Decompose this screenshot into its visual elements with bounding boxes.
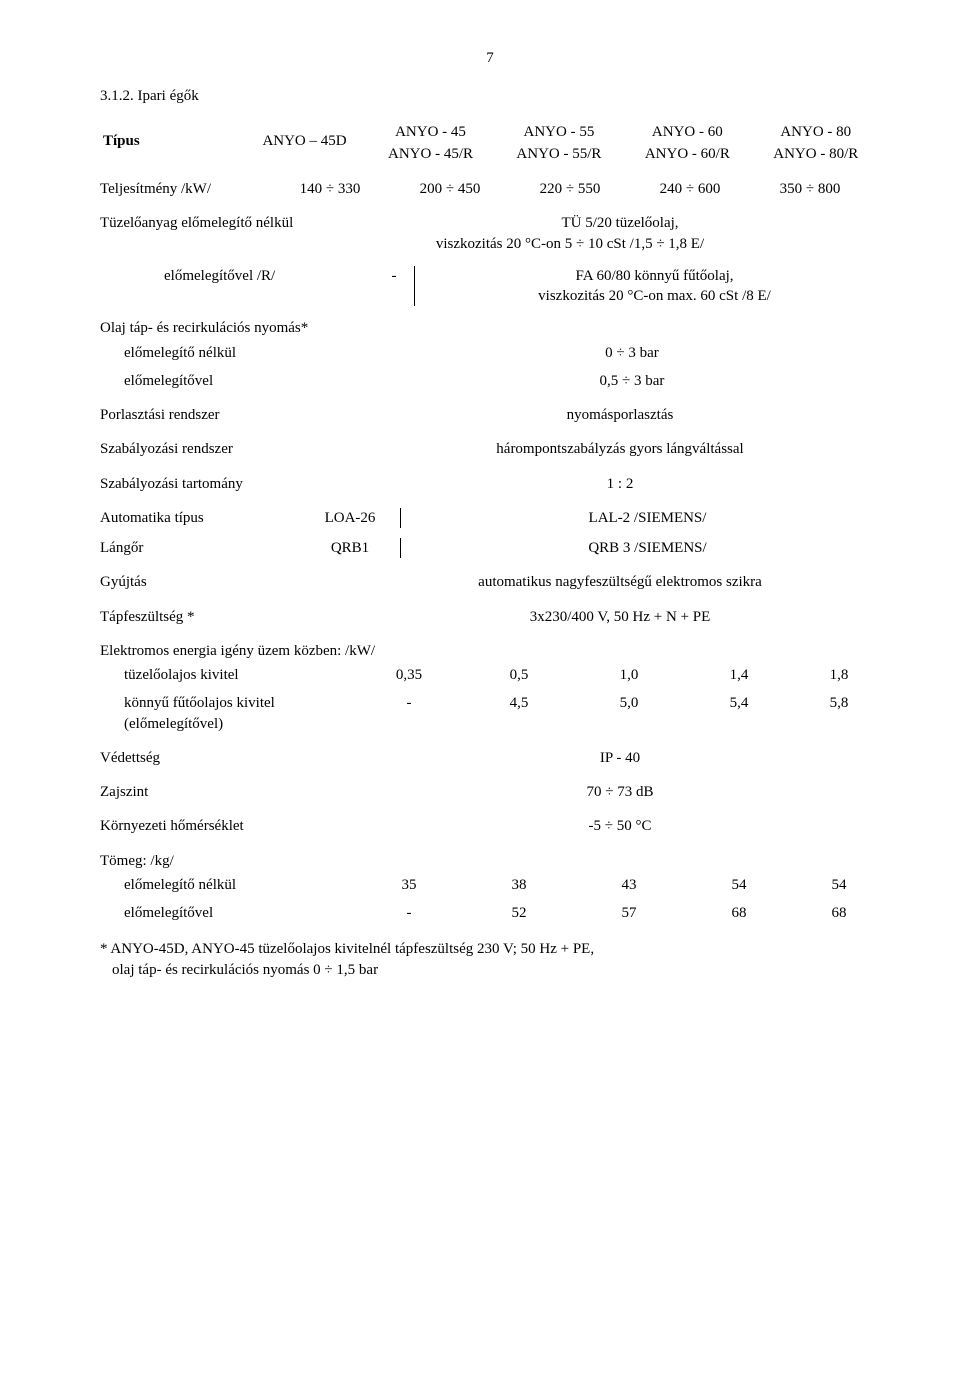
col-anyo-80r: ANYO - 80/R: [752, 143, 880, 165]
oil-pressure-header: Olaj táp- és recirkulációs nyomás*: [100, 318, 880, 338]
mass-with-preheat-v5: 68: [794, 903, 884, 923]
page-number: 7: [100, 48, 880, 68]
mass-header: Tömeg: /kg/: [100, 851, 880, 871]
mass-with-preheat-v1: -: [354, 903, 464, 923]
energy-heating-v4: 5,4: [684, 693, 794, 734]
col-anyo-45: ANYO - 45: [366, 121, 494, 143]
energy-heating-v3: 5,0: [574, 693, 684, 734]
flame-label: Lángőr: [100, 538, 300, 558]
energy-fuel-v2: 0,5: [464, 665, 574, 685]
power-v2: 200 ÷ 450: [390, 179, 510, 199]
header-table: Típus ANYO – 45D ANYO - 45 ANYO - 55 ANY…: [100, 121, 880, 166]
power-v3: 220 ÷ 550: [510, 179, 630, 199]
energy-fuel-v3: 1,0: [574, 665, 684, 685]
power-v4: 240 ÷ 600: [630, 179, 750, 199]
noise-label: Zajszint: [100, 782, 360, 802]
oil-no-preheat-val: 0 ÷ 3 bar: [384, 343, 880, 363]
col-anyo-60: ANYO - 60: [623, 121, 751, 143]
ambient-val: -5 ÷ 50 °C: [360, 816, 880, 836]
control-system-label: Szabályozási rendszer: [100, 439, 360, 459]
supply-label: Tápfeszültség *: [100, 607, 360, 627]
energy-heating-v2: 4,5: [464, 693, 574, 734]
control-range-label: Szabályozási tartomány: [100, 474, 360, 494]
supply-val: 3x230/400 V, 50 Hz + N + PE: [360, 607, 880, 627]
atomization-val: nyomásporlasztás: [360, 405, 880, 425]
col-anyo-60r: ANYO - 60/R: [623, 143, 751, 165]
fuel-no-preheat-l2: viszkozitás 20 °C-on 5 ÷ 10 cSt /1,5 ÷ 1…: [100, 234, 880, 254]
automatics-label: Automatika típus: [100, 508, 300, 528]
col-anyo-55r: ANYO - 55/R: [495, 143, 623, 165]
col-anyo-80: ANYO - 80: [752, 121, 880, 143]
power-v5: 350 ÷ 800: [750, 179, 870, 199]
mass-with-preheat-label: előmelegítővel: [100, 903, 354, 923]
mass-with-preheat-v3: 57: [574, 903, 684, 923]
energy-header: Elektromos energia igény üzem közben: /k…: [100, 641, 880, 661]
oil-no-preheat-label: előmelegítő nélkül: [100, 343, 384, 363]
section-heading: 3.1.2. Ipari égők: [100, 86, 880, 106]
energy-heating-label: könnyű fűtőolajos kivitel: [124, 695, 275, 711]
mass-no-preheat-v2: 38: [464, 875, 574, 895]
power-label: Teljesítmény /kW/: [100, 179, 270, 199]
energy-heating-v5: 5,8: [794, 693, 884, 734]
control-range-val: 1 : 2: [360, 474, 880, 494]
control-system-val: hárompontszabályzás gyors lángváltással: [360, 439, 880, 459]
ignition-val: automatikus nagyfeszültségű elektromos s…: [360, 572, 880, 592]
protection-label: Védettség: [100, 748, 360, 768]
automatics-v2: LAL-2 /SIEMENS/: [400, 508, 880, 528]
fuel-no-preheat-l1: TÜ 5/20 tüzelőolaj,: [360, 213, 880, 233]
energy-heating-sub: (előmelegítővel): [124, 716, 223, 732]
oil-with-preheat-label: előmelegítővel: [100, 371, 384, 391]
row-power: Teljesítmény /kW/ 140 ÷ 330 200 ÷ 450 22…: [100, 179, 880, 199]
energy-fuel-v4: 1,4: [684, 665, 794, 685]
mass-with-preheat-v2: 52: [464, 903, 574, 923]
preheater-r-l2: viszkozitás 20 °C-on max. 60 cSt /8 E/: [429, 286, 880, 306]
footnote-l2: olaj táp- és recirkulációs nyomás 0 ÷ 1,…: [100, 960, 880, 980]
preheater-r-label: előmelegítővel /R/: [100, 266, 374, 307]
col-anyo-55: ANYO - 55: [495, 121, 623, 143]
protection-val: IP - 40: [360, 748, 880, 768]
energy-fuel-v1: 0,35: [354, 665, 464, 685]
mass-no-preheat-v5: 54: [794, 875, 884, 895]
mass-no-preheat-label: előmelegítő nélkül: [100, 875, 354, 895]
oil-with-preheat-val: 0,5 ÷ 3 bar: [384, 371, 880, 391]
atomization-label: Porlasztási rendszer: [100, 405, 360, 425]
ignition-label: Gyújtás: [100, 572, 360, 592]
mass-with-preheat-v4: 68: [684, 903, 794, 923]
col-anyo-45r: ANYO - 45/R: [366, 143, 494, 165]
energy-heating-v1: -: [354, 693, 464, 734]
flame-v2: QRB 3 /SIEMENS/: [400, 538, 880, 558]
preheater-r-dash: -: [374, 266, 414, 307]
power-v1: 140 ÷ 330: [270, 179, 390, 199]
fuel-no-preheat-label: Tüzelőanyag előmelegítő nélkül: [100, 213, 360, 233]
col-anyo-45d: ANYO – 45D: [243, 121, 367, 166]
automatics-v1: LOA-26: [300, 508, 400, 528]
footnote-l1: * ANYO-45D, ANYO-45 tüzelőolajos kivitel…: [100, 939, 880, 959]
mass-no-preheat-v4: 54: [684, 875, 794, 895]
ambient-label: Környezeti hőmérséklet: [100, 816, 360, 836]
type-label: Típus: [103, 133, 140, 149]
noise-val: 70 ÷ 73 dB: [360, 782, 880, 802]
energy-fuel-v5: 1,8: [794, 665, 884, 685]
preheater-r-l1: FA 60/80 könnyű fűtőolaj,: [429, 266, 880, 286]
flame-v1: QRB1: [300, 538, 400, 558]
mass-no-preheat-v3: 43: [574, 875, 684, 895]
energy-fuel-label: tüzelőolajos kivitel: [100, 665, 354, 685]
mass-no-preheat-v1: 35: [354, 875, 464, 895]
